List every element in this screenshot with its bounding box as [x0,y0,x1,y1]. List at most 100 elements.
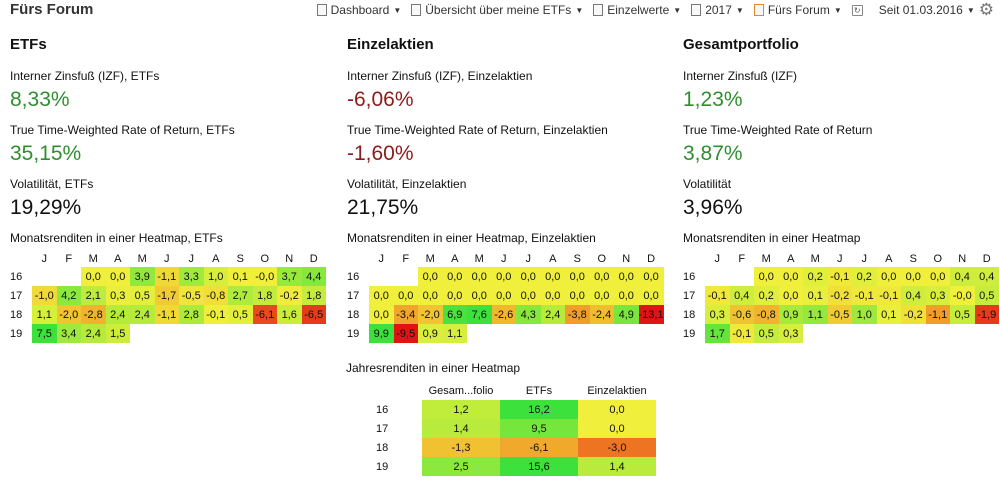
heatmap-cell: 0,1 [228,267,253,286]
heatmap-year-label: 19 [10,327,23,340]
etfs-vol-value: 19,29% [10,196,82,219]
heatmap-cell [277,324,302,343]
document-icon [691,4,702,16]
caret-down-icon: ▼ [393,5,402,15]
heatmap-cell: 4,4 [301,267,326,286]
nav-since[interactable]: Seit 01.03.2016 ▼ [879,3,975,17]
heatmap-cell: 1,1 [442,324,467,343]
heatmap-month-header: A [212,253,220,265]
heatmap-month-header: M [810,253,820,265]
yearly-row: 16 1,2 16,2 0,0 [366,400,656,419]
einzel-heatmap-title: Monatsrenditen in einer Heatmap, Einzela… [347,231,596,245]
heatmap-cell: 0,0 [565,286,590,305]
heatmap-cell [467,324,492,343]
nav-dashboard[interactable]: Dashboard ▼ [316,3,402,17]
heatmap-month-header: A [451,253,459,265]
heatmap-cell: -9,5 [393,324,418,343]
heatmap-row: 19 1,7 -0,1 0,5 0,3 [683,324,999,343]
heatmap-month-header: J [837,253,843,265]
heatmap-cell: -13,1 [638,305,664,324]
heatmap-cell: -0,2 [277,286,302,305]
heatmap-cell [614,324,639,343]
gesamt-ttwror-value: 3,87% [683,142,743,165]
heatmap-month-header: A [114,253,122,265]
heatmap-cell: 0,0 [614,267,639,286]
heatmap-cell: 0,0 [901,267,926,286]
heatmap-cell: 0,0 [442,286,467,305]
nav-overview[interactable]: Übersicht über meine ETFs ▼ [411,3,583,17]
heatmap-cell: 7,6 [467,305,492,324]
heatmap-cell: 1,6 [277,305,302,324]
heatmap-month-header: O [260,253,270,265]
gear-icon[interactable]: ⚙ [978,0,994,19]
heatmap-year-label: 18 [683,308,696,321]
heatmap-month-header: M [425,253,435,265]
heatmap-cell [828,324,853,343]
heatmap-cell [950,324,975,343]
heatmap-cell: 0,4 [974,267,999,286]
heatmap-cell: 0,0 [442,267,467,286]
heatmap-cell: 0,4 [901,286,926,305]
etfs-izf-label: Interner Zinsfuß (IZF), ETFs [10,69,160,83]
heatmap-cell: 0,0 [418,267,443,286]
heatmap-cell: -0,0 [950,286,975,305]
yearly-cell: 16,2 [500,400,578,419]
heatmap-row: 17 -0,1 0,4 0,2 0,0 0,1 -0,2 -0,1 -0,1 0,4 0,3 -0,0… [683,286,999,305]
heatmap-month-header: M [761,253,771,265]
heatmap-month-header: A [885,253,893,265]
heatmap-cell: 2,4 [81,324,106,343]
heatmap-row: 16 0,0 0,0 3,9 -1,1 3,3 1,0 0,1 -0,0 3,7 4,4 [10,267,326,286]
einzel-heatmap: J F M A M J J A S O N D 16 0,0 0,0 0,0 0,0 0,0 0,0 0,0 0,0 0,… [347,251,664,343]
refresh-icon[interactable]: ↻ [851,4,863,16]
gesamt-vol-label: Volatilität [683,177,732,191]
heatmap-month-header: S [573,253,581,265]
heatmap-month-header: F [402,253,410,265]
heatmap-cell: 0,0 [369,305,394,324]
yearly-cell: -6,1 [500,438,578,457]
heatmap-cell [369,267,394,286]
heatmap-month-header: S [236,253,244,265]
nav-year[interactable]: 2017 ▼ [691,3,744,17]
heatmap-cell: 0,0 [589,267,614,286]
nav-forum[interactable]: Fürs Forum ▼ [753,3,842,17]
heatmap-year-label: 18 [347,308,360,321]
heatmap-cell: 1,8 [301,286,326,305]
yearly-cell: 9,5 [500,419,578,438]
heatmap-corner [347,251,369,267]
heatmap-month-header: F [738,253,746,265]
heatmap-cell: 6,9 [442,305,467,324]
heatmap-cell: -3,4 [393,305,418,324]
heatmap-cell: 0,4 [950,267,975,286]
heatmap-cell: 0,0 [393,286,418,305]
heatmap-corner [683,251,705,267]
heatmap-cell: 3,7 [277,267,302,286]
heatmap-cell [705,267,730,286]
heatmap-cell [803,324,828,343]
heatmap-cell: -2,4 [589,305,614,324]
heatmap-month-header: S [909,253,917,265]
heatmap-month-header: D [309,253,318,265]
heatmap-cell: 0,5 [228,305,253,324]
nav-single[interactable]: Einzelwerte ▼ [593,3,681,17]
heatmap-cell: -6,5 [301,305,326,324]
heatmap-cell: 9,9 [369,324,394,343]
heatmap-cell: 2,4 [540,305,565,324]
heatmap-cell: 0,0 [540,286,565,305]
heatmap-month-header: N [958,253,967,265]
heatmap-cell [204,324,229,343]
heatmap-cell [302,324,327,343]
heatmap-cell [516,324,541,343]
einzel-title: Einzelaktien [347,36,434,53]
heatmap-cell: 0,0 [418,286,443,305]
heatmap-cell: -1,1 [154,305,179,324]
heatmap-cell: 0,0 [516,286,541,305]
heatmap-row: 19 7,5 3,4 2,4 1,5 [10,324,326,343]
heatmap-cell: -2,0 [56,305,81,324]
heatmap-cell: -0,6 [729,305,754,324]
heatmap-cell [590,324,615,343]
heatmap-cell: -1,1 [154,267,179,286]
heatmap-cell: -0,0 [252,267,277,286]
heatmap-cell: -0,1 [203,305,228,324]
yearly-column-header: Gesam...folio [428,385,494,397]
